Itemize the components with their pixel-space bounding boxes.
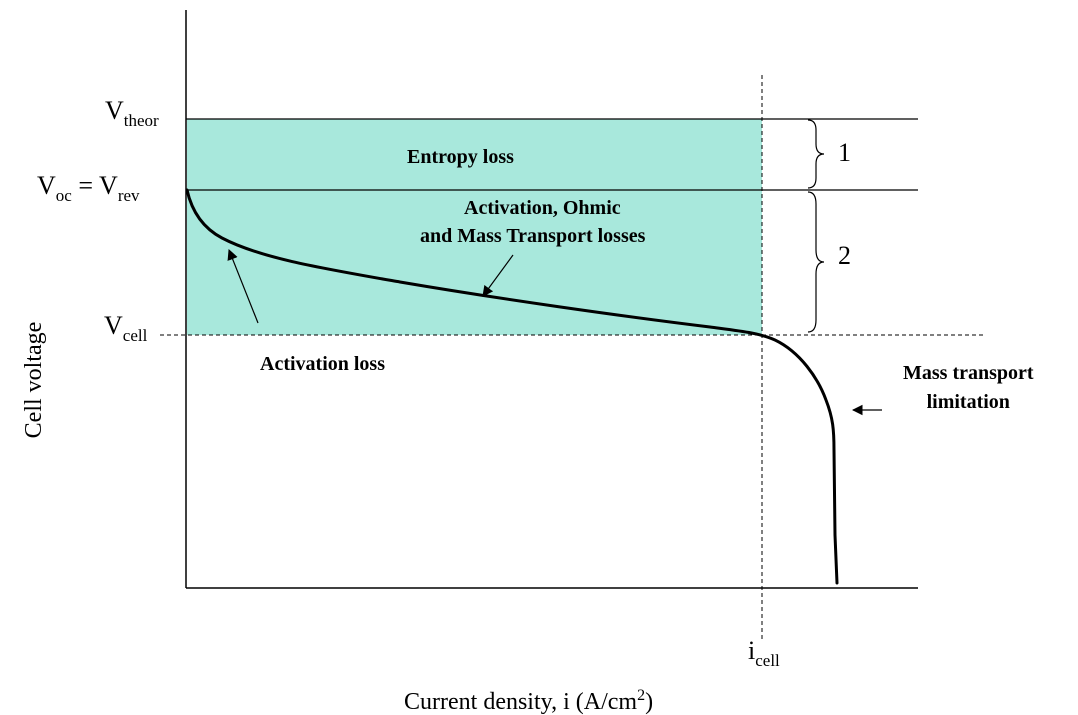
mass-transport-label: Mass transport limitation [903, 359, 1034, 417]
x-axis-title-sup: 2 [637, 687, 646, 704]
v-theor-sub: theor [123, 111, 159, 131]
v-rev-main: V [99, 171, 118, 200]
v-cell-label: Vcell [104, 311, 148, 346]
combined-losses-line2: and Mass Transport losses [420, 225, 646, 247]
mass-transport-line2: limitation [926, 391, 1010, 413]
entropy-loss-label: Entropy loss [407, 146, 514, 168]
v-oc-main: V [37, 171, 56, 200]
combined-losses-arrow [482, 254, 514, 297]
x-axis-title-end: ) [645, 688, 654, 715]
mass-transport-line1: Mass transport [903, 362, 1034, 384]
brace-2 [807, 191, 825, 333]
activation-loss-arrow [227, 248, 259, 324]
combined-losses-label: Activation, Ohmic and Mass Transport los… [420, 194, 645, 250]
x-axis-title-main: Current density, i (A/cm [404, 688, 638, 715]
i-cell-sub: cell [755, 651, 780, 671]
i-cell-label: icell [748, 636, 780, 671]
v-cell-sub: cell [122, 326, 148, 346]
y-axis-title: Cell voltage [21, 321, 47, 439]
equals-sign: = [71, 171, 100, 200]
polarization-curve [185, 188, 839, 585]
overpotential-loss-region [187, 190, 762, 335]
v-oc-sub: oc [55, 186, 72, 206]
i-cell-main: i [748, 636, 756, 665]
x-axis-title: Current density, i (A/cm2) [404, 688, 653, 714]
brace-1 [807, 119, 825, 189]
brace-1-label: 1 [838, 138, 851, 167]
v-theor-main: V [105, 96, 124, 125]
v-cell-main: V [104, 311, 123, 340]
entropy-loss-region [187, 119, 762, 190]
v-rev-sub: rev [117, 186, 140, 206]
v-theor-label: Vtheor [105, 96, 159, 131]
combined-losses-line1: Activation, Ohmic [464, 197, 621, 219]
v-oc-equals-v-rev-label: Voc = Vrev [37, 171, 140, 206]
brace-2-label: 2 [838, 241, 851, 270]
activation-loss-label: Activation loss [260, 353, 385, 375]
